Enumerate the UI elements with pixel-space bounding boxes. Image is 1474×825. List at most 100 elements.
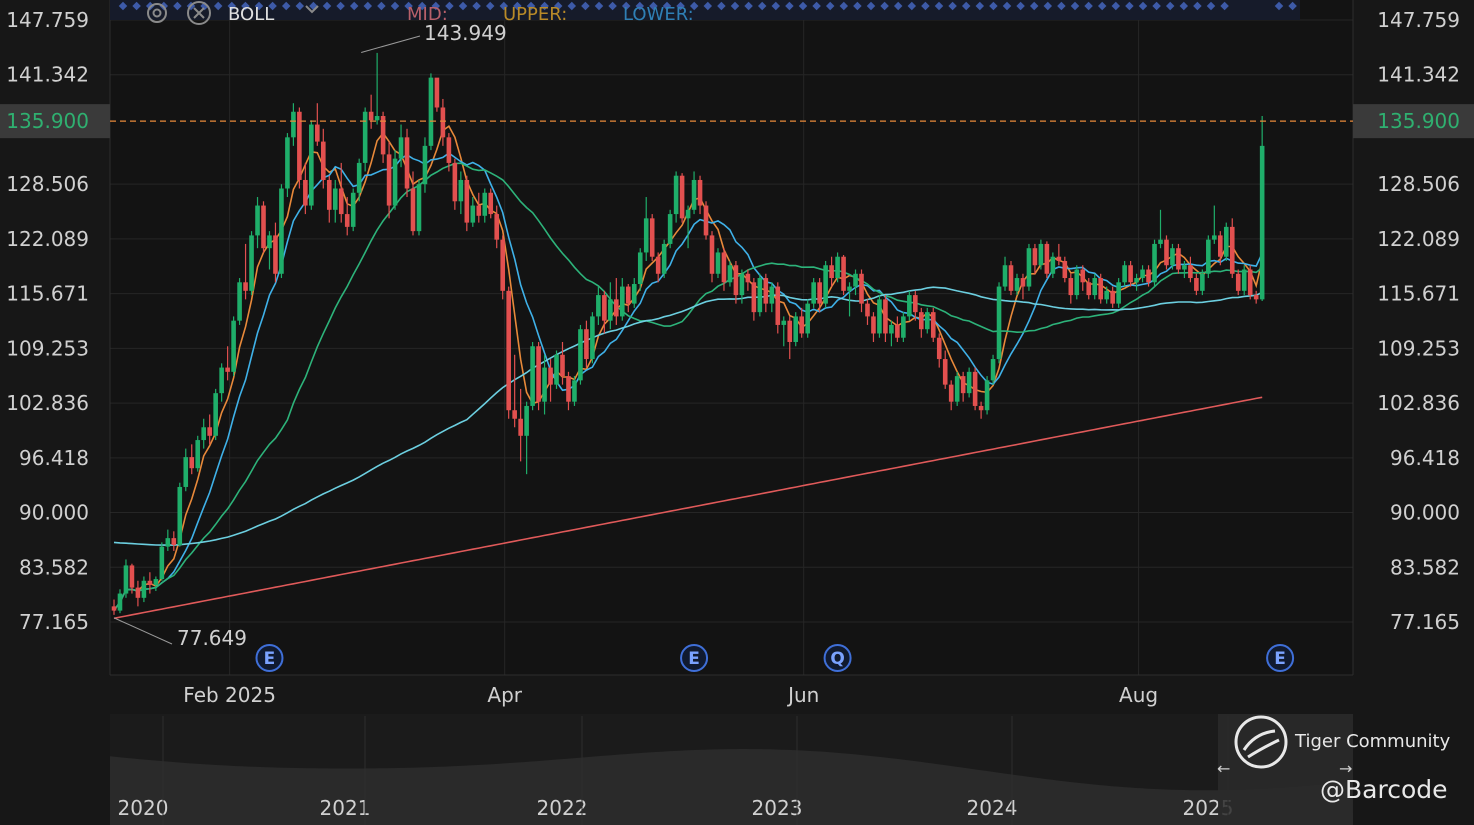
candle [506, 290, 511, 411]
y-tick-label-left: 128.506 [6, 172, 89, 196]
candle [745, 273, 751, 283]
candle [1080, 269, 1086, 283]
candle [1110, 290, 1115, 304]
candle [871, 316, 876, 334]
candle [655, 256, 661, 274]
candle [440, 107, 446, 138]
candle [1086, 282, 1092, 296]
gear-icon[interactable] [147, 3, 167, 23]
candles [111, 52, 1265, 615]
candle [1056, 256, 1062, 261]
candle [590, 316, 595, 360]
candle [572, 380, 577, 402]
overview-navigator[interactable]: 2020 2021 2022 2023 2024 2025 ← → [110, 714, 1353, 825]
boll-lower-label: LOWER: [623, 4, 694, 25]
candle [1158, 239, 1163, 244]
candle [446, 137, 452, 163]
candle [1235, 273, 1241, 291]
candle [823, 265, 828, 304]
candle [1062, 260, 1068, 279]
candle [171, 538, 177, 545]
candle [757, 278, 763, 313]
candle [129, 565, 135, 588]
indicator-dot [417, 1, 427, 11]
candle [344, 214, 350, 227]
candle [315, 124, 320, 142]
candle [356, 162, 362, 193]
candle [350, 192, 356, 227]
y-tick-label-left: 83.582 [19, 555, 89, 579]
overview-year-label: 2024 [967, 796, 1018, 820]
candle [267, 235, 272, 249]
overview-right-arrow[interactable]: → [1339, 759, 1352, 778]
candle [530, 346, 535, 406]
y-tick-label-left: 115.671 [6, 282, 89, 306]
candle [159, 546, 165, 580]
candle [1020, 278, 1026, 287]
event-marker-letter: E [1274, 649, 1286, 669]
candle [877, 299, 882, 334]
candle [386, 154, 392, 206]
close-icon[interactable] [187, 1, 211, 25]
candle [201, 427, 206, 441]
candle [404, 137, 410, 189]
candle [960, 376, 966, 394]
watermark-brand: Tiger Community [1295, 731, 1451, 752]
y-tick-label-left: 77.165 [19, 610, 89, 634]
candle [207, 427, 212, 436]
indicator-dot [336, 1, 345, 11]
candle [817, 282, 822, 304]
candle [554, 354, 559, 385]
candle [1038, 243, 1044, 266]
y-tick-label-right: 122.089 [1377, 227, 1460, 251]
candle [321, 141, 326, 180]
candle [153, 579, 159, 586]
overview-left-arrow[interactable]: ← [1217, 759, 1230, 778]
candle [787, 320, 793, 342]
indicator-name[interactable]: BOLL [228, 4, 274, 25]
chevron-down-icon[interactable] [305, 5, 319, 14]
candle [542, 367, 547, 402]
candle [410, 188, 416, 232]
candle [518, 418, 523, 436]
candle [500, 239, 505, 291]
candle [578, 329, 583, 381]
candle [883, 299, 888, 334]
candle [924, 312, 930, 330]
candle [309, 124, 314, 206]
candle [231, 320, 236, 372]
event-marker-icon[interactable] [255, 644, 284, 672]
event-marker-icon[interactable] [823, 644, 852, 672]
candle [631, 284, 637, 304]
candle [1002, 265, 1008, 287]
candle [428, 77, 434, 146]
candle [1146, 269, 1151, 283]
indicator-dot [254, 1, 264, 11]
candle [1170, 248, 1175, 266]
plot-area[interactable] [110, 0, 1353, 675]
boll-mid-label: MID: [407, 4, 448, 25]
candle [972, 371, 978, 406]
x-tick-label: Apr [487, 683, 522, 707]
candle [1206, 239, 1211, 274]
candle [470, 205, 476, 223]
event-marker-icon[interactable] [680, 644, 709, 672]
candle [548, 367, 553, 385]
candle [291, 111, 296, 138]
candle [715, 252, 721, 274]
indicator-dot [390, 1, 400, 11]
candle [1218, 235, 1223, 257]
candle [1116, 282, 1121, 304]
candle [919, 312, 924, 330]
candle [452, 162, 458, 202]
high-label: 143.949 [424, 21, 507, 45]
candle [625, 286, 631, 304]
y-tick-label-right: 135.900 [1377, 109, 1460, 133]
ma-slow-line [113, 286, 1263, 546]
candle [392, 158, 398, 206]
event-marker-icon[interactable] [1266, 644, 1295, 672]
candle [237, 282, 242, 321]
candle [524, 405, 529, 436]
